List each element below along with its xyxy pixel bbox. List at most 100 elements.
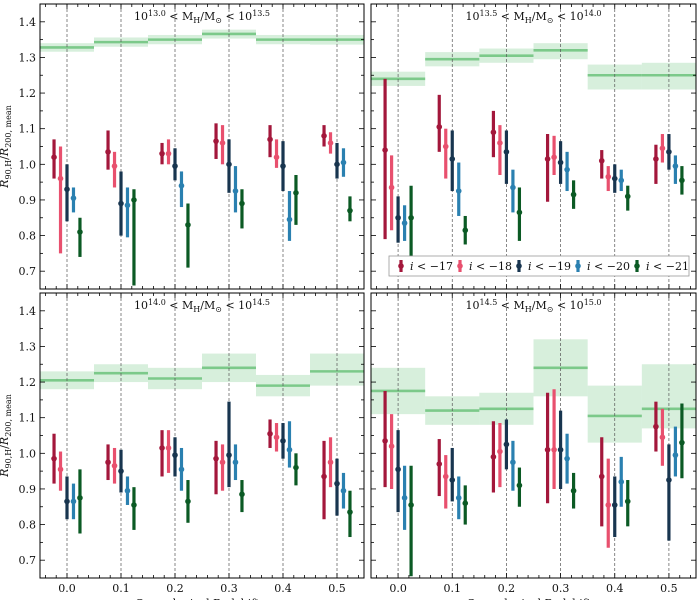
x-tick-label: 0.4: [274, 582, 292, 595]
panel-title: 1013.0 < MH/M⊙ < 1013.5: [134, 9, 270, 25]
x-tick-label: 0.0: [389, 582, 407, 595]
panel-4: 0.0 0.1 0.2 0.3 0.4 0.5 Cosmological Redshift …: [370, 292, 697, 600]
x-label-text: Cosmological Redshift: [466, 597, 594, 600]
data-point: [436, 124, 443, 130]
legend-i: i: [528, 260, 532, 273]
title-unit: /M: [200, 299, 215, 312]
data-point: [442, 143, 449, 150]
data-point: [239, 491, 245, 498]
data-point: [105, 459, 111, 466]
data-point: [449, 477, 456, 483]
data-point: [219, 459, 226, 466]
data-point: [564, 455, 570, 462]
legend-marker-dot: [457, 263, 463, 269]
legend-i: i: [646, 260, 650, 273]
data-point: [679, 177, 685, 184]
title-lt: < 10: [553, 10, 583, 23]
title-sun: ⊙: [547, 16, 554, 25]
data-point: [679, 439, 685, 446]
title-exp-low: 13.0: [148, 9, 166, 18]
data-point: [70, 498, 77, 505]
data-point: [497, 448, 503, 455]
data-point: [159, 445, 165, 451]
data-point: [347, 509, 353, 515]
data-point: [462, 227, 469, 234]
x-axis-label: Cosmological Redshift z: [135, 597, 269, 600]
title-exp-high: 15.0: [584, 298, 602, 307]
title-mid: < M: [497, 299, 524, 312]
y-label-sub1: 90,H: [4, 160, 13, 180]
title-sub: H: [193, 305, 200, 314]
y-tick-label: 0.8: [19, 519, 37, 532]
data-point: [497, 140, 503, 146]
data-point: [178, 182, 185, 189]
data-point: [57, 175, 64, 182]
x-tick-label: 0.3: [220, 582, 238, 595]
data-point: [611, 175, 618, 182]
panel-title: 1014.0 < MH/M⊙ < 1014.5: [134, 298, 270, 314]
data-point: [327, 459, 334, 466]
data-point: [172, 452, 178, 458]
data-point: [408, 214, 414, 221]
x-tick-label: 0.5: [660, 582, 678, 595]
y-tick-label: 0.9: [19, 194, 37, 207]
data-point: [334, 161, 340, 168]
y-tick-label: 1.2: [19, 87, 37, 100]
legend-value: < −19: [532, 260, 571, 273]
title-exp-high: 14.0: [584, 9, 602, 18]
x-tick-label: 0.0: [58, 582, 76, 595]
legend-marker-dot: [634, 263, 640, 269]
data-point: [57, 466, 64, 473]
data-point: [570, 487, 577, 494]
data-point: [267, 136, 273, 143]
title-sub: H: [525, 16, 532, 25]
data-point: [327, 140, 334, 146]
y-tick-label: 1.0: [19, 447, 37, 460]
panel-3: 0.70.80.91.01.11.21.31.4R90,H/R200, mean…: [0, 292, 365, 600]
data-point: [490, 129, 497, 136]
data-point: [280, 163, 286, 169]
data-point: [111, 163, 118, 169]
title-exp-low: 13.5: [480, 9, 498, 18]
data-point: [226, 452, 232, 458]
x-tick-label: 0.2: [498, 582, 516, 595]
data-point: [666, 149, 672, 155]
data-point: [213, 138, 219, 144]
data-point: [503, 149, 510, 155]
data-point: [172, 163, 178, 169]
data-point: [185, 222, 191, 228]
y-tick-label: 1.1: [19, 412, 37, 425]
data-point: [557, 159, 564, 166]
data-point: [598, 157, 605, 164]
y-label-R2: R: [0, 148, 11, 157]
title-mid: < M: [166, 10, 193, 23]
data-point: [551, 154, 557, 160]
y-label-sub2: 200, mean: [4, 105, 13, 148]
data-point: [286, 216, 293, 223]
data-point: [455, 495, 462, 501]
data-point: [462, 500, 469, 506]
title-mid: < M: [497, 10, 524, 23]
title-unit: /M: [532, 299, 547, 312]
data-point: [340, 487, 347, 494]
data-point: [118, 468, 124, 474]
title-exp-low: 14.5: [480, 298, 498, 307]
data-point: [510, 184, 516, 191]
title-ten: 10: [466, 299, 480, 312]
data-point: [334, 480, 340, 487]
title-ten: 10: [134, 299, 148, 312]
data-point: [382, 438, 388, 444]
data-point: [159, 150, 165, 157]
panel-frame: [370, 292, 697, 579]
legend-label: i < −20: [587, 260, 630, 273]
legend-i: i: [587, 260, 591, 273]
data-point: [124, 487, 131, 494]
data-point: [442, 473, 449, 480]
title-sub: H: [525, 305, 532, 314]
data-point: [267, 430, 273, 437]
y-tick-label: 0.8: [19, 230, 37, 243]
data-point: [382, 147, 388, 153]
y-tick-label: 1.1: [19, 123, 37, 136]
x-tick-label: 0.4: [606, 582, 624, 595]
data-point: [544, 446, 551, 453]
